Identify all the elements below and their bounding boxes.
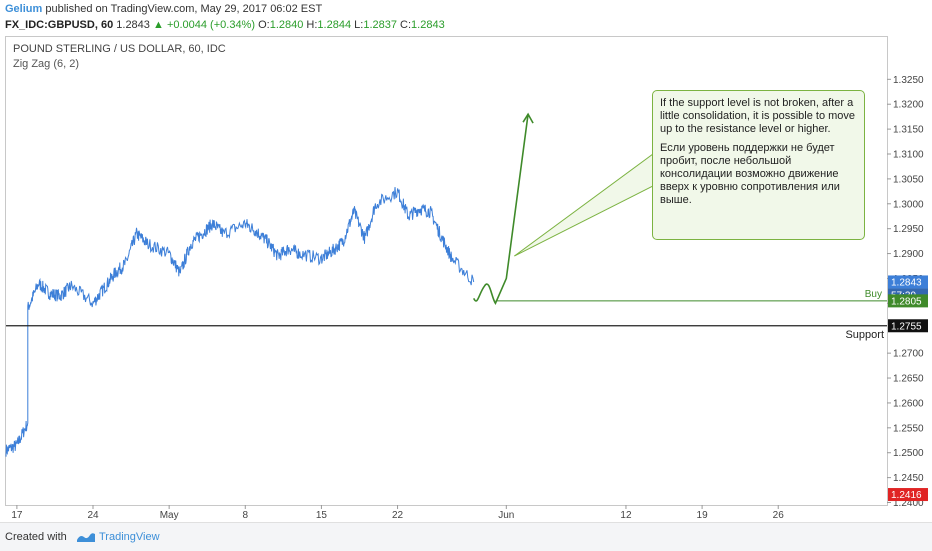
support-price-label: 1.2755 (891, 321, 922, 332)
chart-header: Gelium published on TradingView.com, May… (0, 0, 932, 36)
footer-bar: Created with TradingView (0, 522, 932, 551)
high-value: 1.2844 (317, 19, 352, 31)
open-label: O: (258, 19, 270, 31)
price-chart[interactable]: 1.2400 1.2450 1.2500 1.2550 1.2600 1.2650 1.27… (0, 0, 932, 522)
y-tick-label: 1.3100 (893, 150, 924, 161)
y-tick-label: 1.2450 (893, 473, 924, 484)
x-tick-label: 17 (11, 510, 23, 521)
arrow-head-icon (522, 112, 534, 124)
author-link[interactable]: Gelium (5, 3, 43, 15)
symbol-line: FX_IDC:GBPUSD, 60 1.2843 ▲ +0.0044 (+0.3… (5, 19, 445, 31)
callout-pointer (514, 153, 654, 257)
x-tick-label: 15 (316, 510, 328, 521)
x-tick-label: May (160, 510, 179, 521)
y-tick-label: 1.2600 (893, 398, 924, 409)
last-price: 1.2843 (116, 19, 150, 31)
low-label: L: (354, 19, 364, 31)
low-price-label: 1.2416 (891, 490, 922, 501)
last-price-label: 1.2843 (891, 277, 922, 288)
support-text: Support (845, 329, 884, 341)
support-price-label-bg (888, 319, 928, 333)
y-tick-label: 1.2700 (893, 349, 924, 360)
symbol-name: FX_IDC:GBPUSD, 60 (5, 19, 114, 31)
y-tick-label: 1.2650 (893, 374, 924, 385)
x-tick-label: Jun (498, 510, 514, 521)
close-label: C: (400, 19, 412, 31)
annotation-english: If the support level is not broken, afte… (660, 97, 856, 135)
up-triangle-icon: ▲ (152, 19, 164, 31)
last-price-label-bg (888, 275, 928, 289)
created-with-text: Created with (5, 531, 67, 543)
open-value: 1.2840 (269, 19, 304, 31)
x-tick-label: 19 (697, 510, 709, 521)
price-series-line (5, 187, 475, 457)
publish-info: published on TradingView.com, May 29, 20… (45, 3, 323, 15)
y-tick-label: 1.3200 (893, 100, 924, 111)
y-tick-label: 1.3000 (893, 199, 924, 210)
low-value: 1.2837 (363, 19, 397, 31)
buy-text: Buy (865, 289, 882, 300)
y-tick-label: 1.3250 (893, 75, 924, 86)
indicator-legend[interactable]: Zig Zag (6, 2) (13, 58, 80, 70)
chart-legend-title: POUND STERLING / US DOLLAR, 60, IDC (13, 43, 226, 55)
x-tick-label: 26 (773, 510, 785, 521)
y-tick-label: 1.2950 (893, 224, 924, 235)
y-tick-label: 1.2500 (893, 448, 924, 459)
annotation-russian: Если уровень поддержки не будет пробит, … (660, 142, 840, 206)
tradingview-logo-icon[interactable] (76, 530, 96, 544)
x-tick-label: 24 (87, 510, 99, 521)
x-tick-label: 8 (243, 510, 249, 521)
low-price-label-bg (888, 488, 928, 502)
annotation-callout[interactable]: If the support level is not broken, afte… (652, 90, 865, 240)
buy-price-label-bg (888, 294, 928, 308)
x-tick-label: 22 (392, 510, 404, 521)
y-tick-label: 1.3050 (893, 174, 924, 185)
tradingview-brand[interactable]: TradingView (99, 531, 160, 543)
projection-path (472, 114, 529, 306)
y-tick-label: 1.2900 (893, 249, 924, 260)
y-tick-label: 1.3150 (893, 125, 924, 136)
buy-price-label: 1.2805 (891, 296, 922, 307)
close-value: 1.2843 (411, 19, 445, 31)
y-tick-label: 1.2550 (893, 423, 924, 434)
price-change: +0.0044 (+0.34%) (166, 19, 256, 31)
x-tick-label: 12 (620, 510, 632, 521)
y-tick-label: 1.2400 (893, 498, 924, 509)
high-label: H: (306, 19, 318, 31)
publish-line: Gelium published on TradingView.com, May… (5, 3, 322, 15)
